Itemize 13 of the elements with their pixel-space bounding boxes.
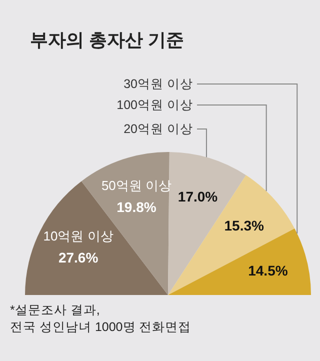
slice-label: 30억원 이상 (124, 77, 193, 91)
data-label: 27.6% (58, 250, 99, 266)
data-label: 17.0% (178, 188, 218, 204)
slice-label: 100억원 이상 (116, 98, 193, 112)
data-label: 14.5% (248, 262, 288, 278)
slice-label: 50억원 이상 (101, 178, 172, 193)
data-label: 15.3% (224, 218, 265, 234)
text: *설문조사 결과, (10, 302, 101, 319)
slice-label: 20억원 이상 (124, 122, 193, 136)
chart-title: 부자의 총자산 기준 (30, 29, 184, 52)
text: 전국 성인남녀 1000명 전화면접 (10, 319, 192, 336)
data-label: 19.8% (116, 198, 157, 215)
slice-label: 10억원 이상 (43, 228, 114, 244)
